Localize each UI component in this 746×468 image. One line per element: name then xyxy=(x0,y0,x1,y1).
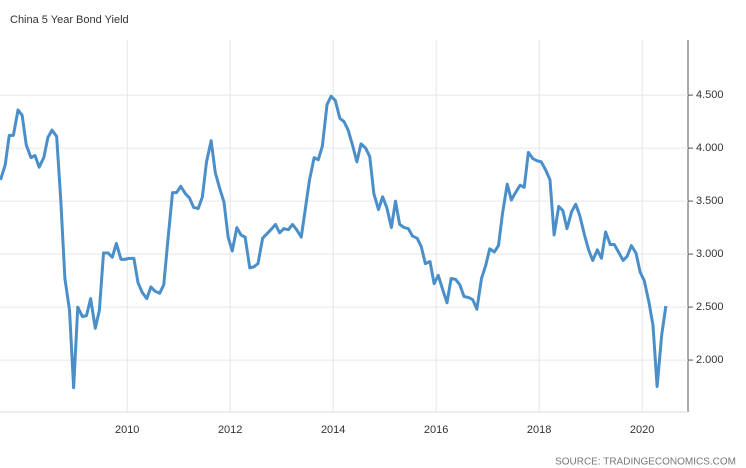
source: SOURCE: TRADINGECONOMICS.COM xyxy=(555,457,736,468)
x-tick-label: 2018 xyxy=(527,424,551,436)
y-tick-label: 3.500 xyxy=(696,195,724,207)
x-tick-label: 2020 xyxy=(630,424,654,436)
y-tick-label: 3.000 xyxy=(696,248,724,260)
y-tick-label: 2.000 xyxy=(696,354,724,366)
x-tick-label: 2014 xyxy=(321,424,345,436)
y-tick-label: 2.500 xyxy=(696,301,724,313)
chart-title: China 5 Year Bond Yield xyxy=(10,14,129,26)
y-tick-label: 4.500 xyxy=(696,89,724,101)
x-tick-label: 2010 xyxy=(115,424,139,436)
x-tick-label: 2016 xyxy=(424,424,448,436)
line xyxy=(0,94,668,390)
x-tick-label: 2012 xyxy=(218,424,242,436)
y-tick-label: 4.000 xyxy=(696,142,724,154)
